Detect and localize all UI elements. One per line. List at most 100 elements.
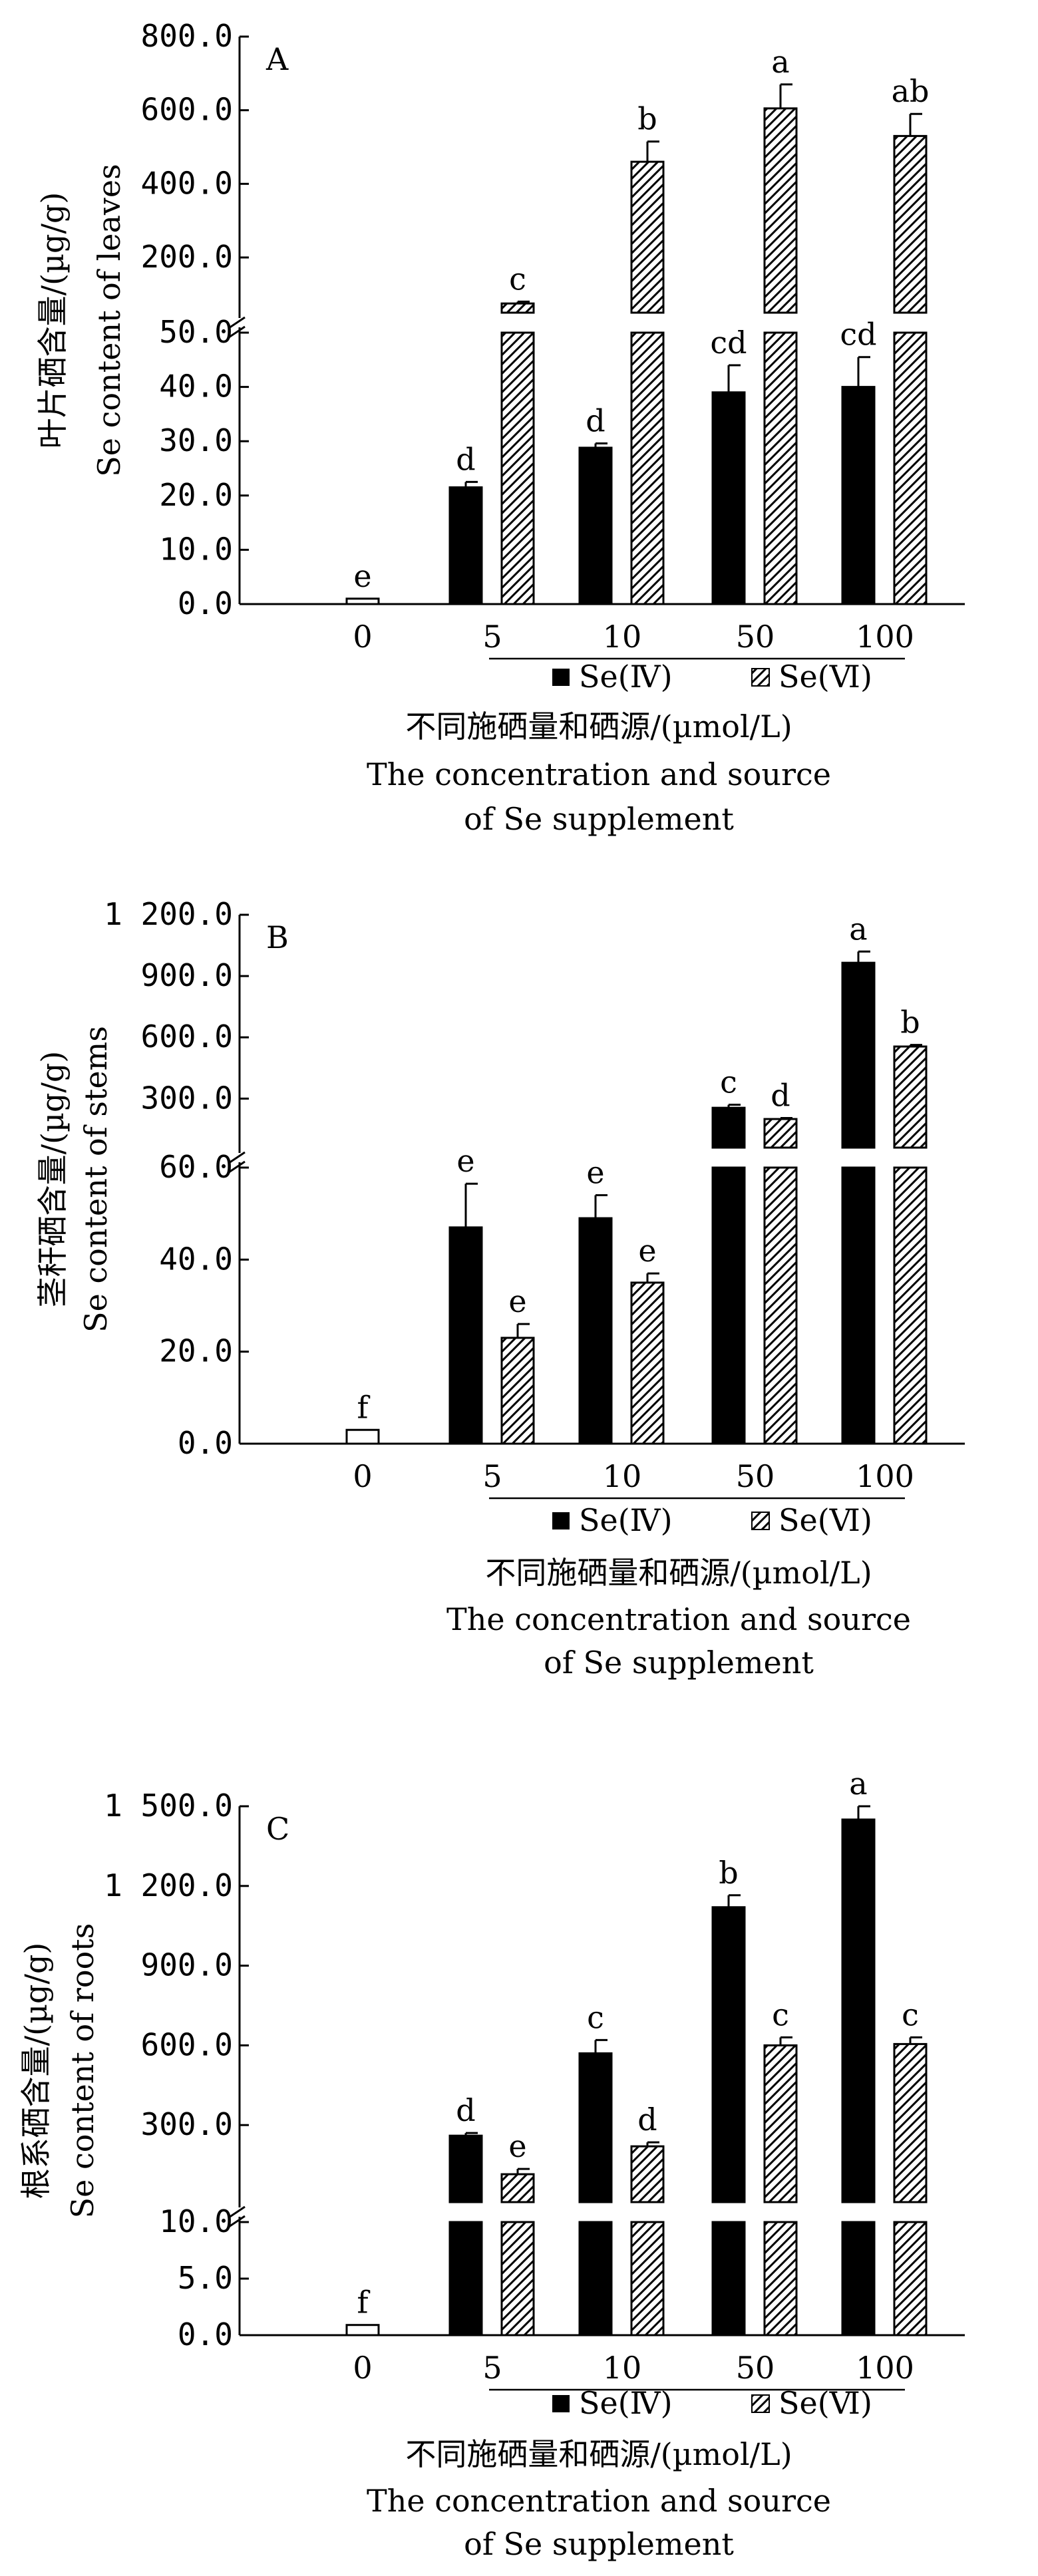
legend-swatch-se-vi <box>751 1512 770 1530</box>
bar-se-iv <box>448 1226 483 1445</box>
y-axis-title-en: Se content of leaves <box>91 164 127 476</box>
panel-letter: A <box>265 41 289 77</box>
y-axis-title-en: Se content of roots <box>65 1923 100 2219</box>
bar-se-vi-lower <box>893 331 928 605</box>
axis-break-mark <box>228 316 246 339</box>
significance-label: c <box>902 1997 919 2032</box>
bar-se-vi-upper <box>500 2173 535 2203</box>
y-tick-label: 0.0 <box>178 2317 233 2352</box>
legend-swatch-se-vi <box>751 668 770 687</box>
bar-se-vi-lower <box>763 2221 798 2336</box>
significance-label: e <box>456 1143 474 1179</box>
y-axis-title-cn: 叶片硒含量/(µg/g) <box>35 192 71 449</box>
significance-label: c <box>509 261 526 297</box>
bar-se-iv-upper <box>841 961 876 1149</box>
bar-se-vi-upper <box>763 107 798 314</box>
significance-label: d <box>456 441 475 477</box>
x-tick-label: 50 <box>736 1458 775 1494</box>
x-axis-title-cn: 不同施硒量和硒源/(µmol/L) <box>405 709 792 744</box>
bar-se-iv <box>841 386 876 605</box>
significance-label: d <box>456 2092 475 2128</box>
bar-se-vi-lower <box>630 2221 665 2336</box>
x-tick-label: 50 <box>736 2350 775 2386</box>
panels-container: 0.010.020.030.040.050.0200.0400.0600.080… <box>18 18 965 2562</box>
bar-se-vi-lower <box>893 2221 928 2336</box>
y-tick-label: 20.0 <box>159 1333 233 1369</box>
x-tick-label: 100 <box>856 2350 914 2386</box>
legend: Se(Ⅳ) Se(Ⅵ) <box>552 659 872 695</box>
y-tick-label: 50.0 <box>159 314 233 350</box>
bar-se-vi-lower <box>893 1166 928 1445</box>
bar-se-iv-upper <box>578 2052 613 2203</box>
significance-label: c <box>772 1997 789 2032</box>
y-tick-label: 40.0 <box>159 1241 233 1277</box>
bar-se-vi-lower <box>763 1166 798 1445</box>
legend: Se(Ⅳ) Se(Ⅵ) <box>552 2385 872 2421</box>
y-tick-label: 300.0 <box>141 1080 233 1116</box>
bar-se-vi-lower <box>500 331 535 605</box>
bar-se-vi <box>500 1337 535 1445</box>
bar-se-iv-lower <box>578 2221 613 2336</box>
x-axis-title-en-line1: The concentration and source <box>446 1601 911 1637</box>
significance-label: e <box>586 1155 604 1191</box>
legend-label-se-iv: Se(Ⅳ) <box>579 659 673 695</box>
legend-swatch-se-iv <box>552 1512 570 1530</box>
y-tick-label: 40.0 <box>159 369 233 404</box>
legend-label-se-vi: Se(Ⅵ) <box>778 2385 872 2421</box>
bar-se-iv <box>578 446 613 605</box>
bar-se-iv <box>711 391 746 605</box>
x-tick-label: 0 <box>353 619 372 655</box>
x-axis-title-cn: 不同施硒量和硒源/(µmol/L) <box>405 2436 792 2472</box>
panel-A: 0.0 10.0 20.0 30.0 40.0 50.0 200.0 400.0 600.0 80… <box>35 18 965 837</box>
significance-label: a <box>849 911 867 947</box>
y-tick-label: 30.0 <box>159 422 233 458</box>
bar-se-vi-lower <box>500 2221 535 2336</box>
significance-label: a <box>849 1766 867 1802</box>
legend-swatch-se-vi <box>751 2394 770 2413</box>
significance-label: f <box>357 2285 370 2321</box>
x-tick-label: 5 <box>482 619 502 655</box>
significance-label: c <box>720 1064 737 1100</box>
x-tick-label: 5 <box>482 2350 502 2386</box>
significance-label: e <box>638 1233 656 1269</box>
legend-label-se-vi: Se(Ⅵ) <box>778 659 872 695</box>
y-tick-label: 300.0 <box>141 2106 233 2142</box>
x-tick-label: 100 <box>856 1458 914 1494</box>
significance-label: e <box>508 1283 526 1319</box>
legend: Se(Ⅳ) Se(Ⅵ) <box>552 1502 872 1538</box>
y-tick-label: 60.0 <box>159 1149 233 1185</box>
bar-se-iv-lower <box>448 2221 483 2336</box>
bar-se-iv-lower <box>841 2221 876 2336</box>
y-tick-label: 200.0 <box>141 239 233 275</box>
bar-se-iv-upper <box>448 2134 483 2203</box>
y-tick-label: 600.0 <box>141 92 233 128</box>
x-tick-label: 10 <box>603 619 642 655</box>
y-axis-title-cn: 茎秆硒含量/(µg/g) <box>35 1051 71 1308</box>
bar-control <box>345 2324 380 2336</box>
bar-se-iv-upper <box>841 1818 876 2203</box>
x-tick-label: 5 <box>482 1458 502 1494</box>
bar-control <box>345 597 380 605</box>
bar-se-iv <box>578 1217 613 1445</box>
axis-break-mark <box>228 1151 246 1174</box>
significance-label: c <box>587 1999 604 2035</box>
x-axis-title-en-line2: of Se supplement <box>464 2526 734 2562</box>
significance-label: ab <box>892 73 930 109</box>
legend-label-se-iv: Se(Ⅳ) <box>579 2385 673 2421</box>
bar-se-vi-upper <box>500 302 535 314</box>
x-tick-label: 50 <box>736 619 775 655</box>
bar-se-vi <box>630 1281 665 1445</box>
x-axis-title-en-line2: of Se supplement <box>544 1645 814 1681</box>
panel-letter: C <box>266 1811 289 1847</box>
x-tick-label: 0 <box>353 2350 372 2386</box>
x-axis-title-cn: 不同施硒量和硒源/(µmol/L) <box>485 1555 872 1591</box>
significance-label: b <box>900 1005 920 1041</box>
bar-se-vi-lower <box>630 331 665 605</box>
y-tick-label: 10.0 <box>159 2203 233 2239</box>
y-tick-label: 0.0 <box>178 1425 233 1461</box>
y-tick-label: 20.0 <box>159 477 233 513</box>
panel-B: 0.0 20.0 40.0 60.0 300.0 600.0 900.0 1 200.0 B 茎秆… <box>35 896 965 1681</box>
bar-se-iv <box>448 486 483 605</box>
significance-label: a <box>771 44 789 80</box>
significance-label: e <box>508 2128 526 2164</box>
